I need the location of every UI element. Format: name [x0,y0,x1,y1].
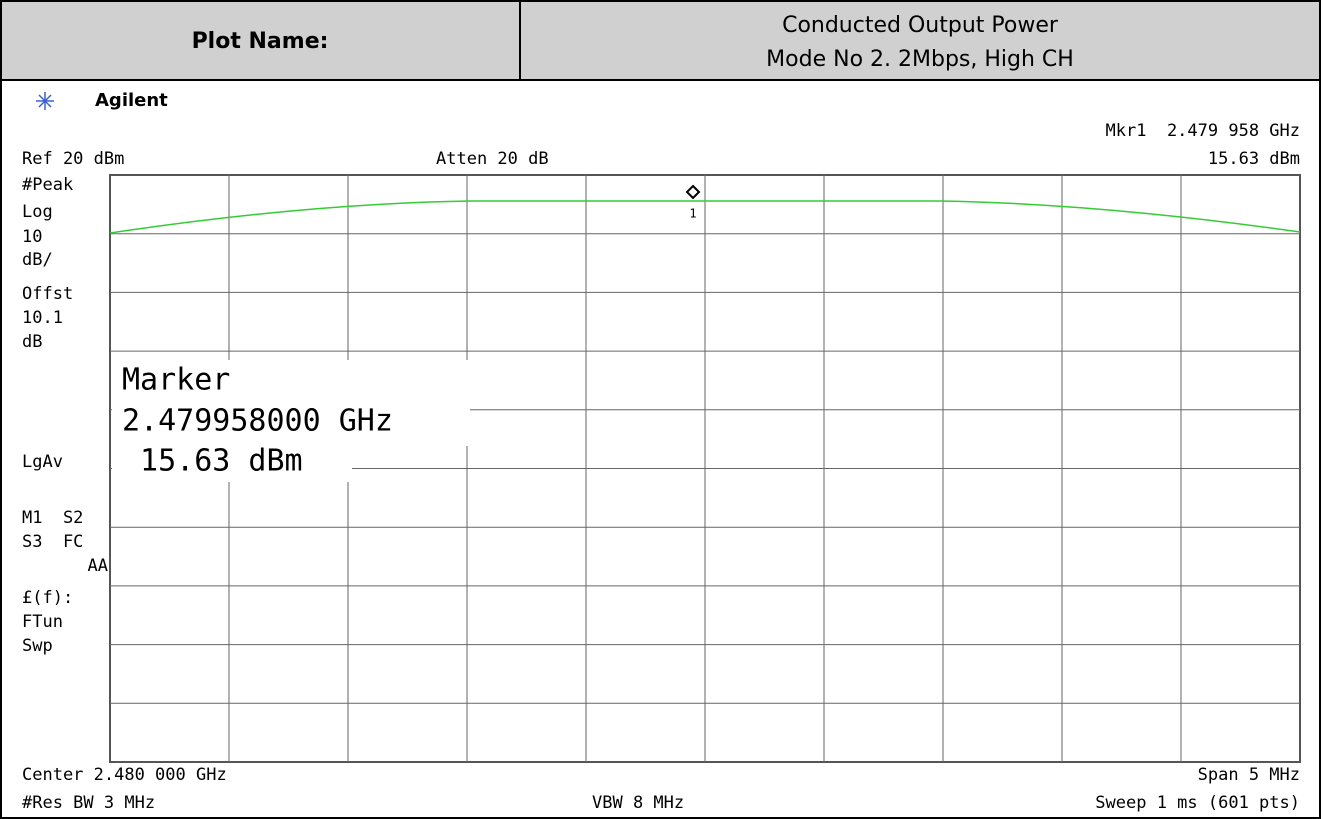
side-label: Swp [22,636,53,656]
ref-level: Ref 20 dBm [22,149,124,169]
side-label: AA [88,556,108,576]
trace [109,200,1301,234]
center-freq: Center 2.480 000 GHz [22,765,227,785]
side-labels: #Peak Log 10 dB/Offst 10.1 dB LgAv M1 S2 S3 FCAA… [22,175,108,656]
side-label: dB/ [22,250,53,270]
header-title-cell [519,0,1321,81]
marker-level: 15.63 dBm [1208,149,1300,169]
header-label: Plot Name: [192,29,329,54]
vbw: VBW 8 MHz [592,793,684,813]
logo [36,92,54,110]
marker-diamond [685,184,701,200]
header-label-cell [0,0,521,81]
side-label: M1 S2 [22,508,83,528]
attenuation: Atten 20 dB [436,149,549,169]
brand: Agilent [95,90,168,111]
side-label: S3 FC [22,532,83,552]
side-label: Offst [22,284,73,304]
side-label: 10 [22,227,42,247]
marker-box-text: 15.63 dBm [122,444,303,479]
marker-box-text: Marker [122,363,230,398]
header-title: Mode No 2. 2Mbps, High CH [766,47,1074,72]
marker-box-text: 2.479958000 GHz [122,404,393,439]
side-label: £(f): [22,588,73,608]
sweep: Sweep 1 ms (601 pts) [1095,793,1300,813]
side-label: Log [22,202,53,222]
side-label: dB [22,332,42,352]
marker-number: 1 [689,207,696,221]
marker-box [112,360,470,446]
graticule [109,174,1301,763]
side-label: LgAv [22,452,63,472]
side-label: 10.1 [22,308,63,328]
rbw: #Res BW 3 MHz [22,793,155,813]
side-label: FTun [22,612,63,632]
side-label: #Peak [22,175,73,195]
marker-box [112,446,352,482]
span: Span 5 MHz [1198,765,1300,785]
marker-readout: Mkr1 2.479 958 GHz [1106,121,1300,141]
header-title: Conducted Output Power [782,13,1059,38]
